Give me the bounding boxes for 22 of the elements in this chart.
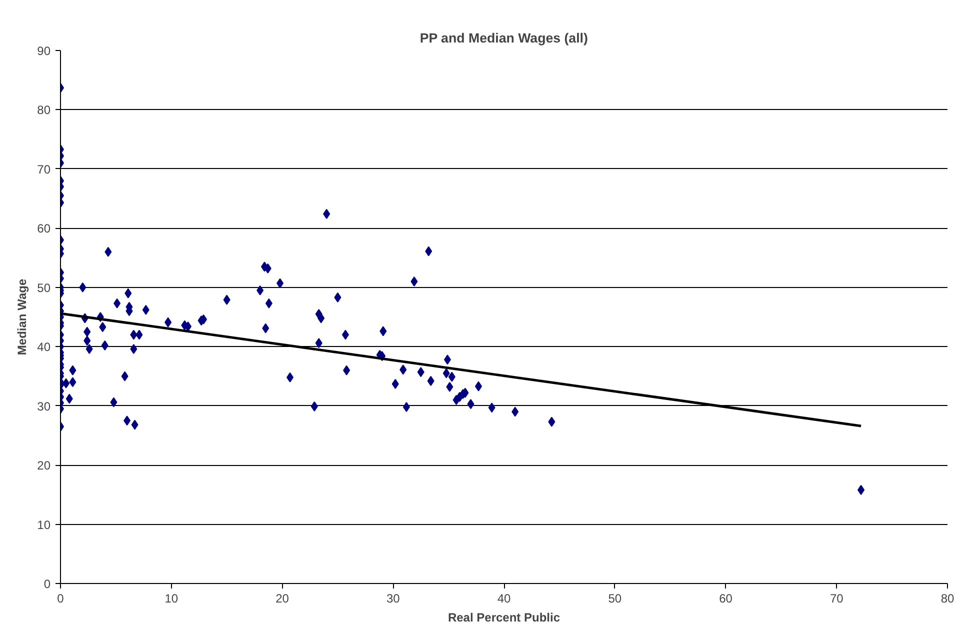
y-tick-label: 30: [37, 399, 51, 414]
x-tick-label: 40: [497, 592, 511, 606]
chart-title: PP and Median Wages (all): [420, 30, 588, 46]
x-tick-label: 70: [830, 592, 844, 606]
y-tick-label: 40: [37, 340, 51, 354]
x-tick-label: 60: [719, 592, 733, 606]
x-tick-label: 0: [57, 592, 64, 606]
x-tick-label: 30: [386, 592, 400, 606]
x-tick-label: 10: [164, 592, 178, 606]
y-tick-label: 60: [37, 222, 51, 236]
y-tick-label: 90: [37, 44, 51, 58]
x-tick-label: 20: [276, 592, 290, 606]
y-tick-label: 20: [37, 458, 51, 473]
y-axis-title: Median Wage: [15, 278, 30, 356]
y-tick-label: 50: [37, 280, 51, 295]
y-tick-label: 70: [37, 162, 51, 176]
x-tick-label: 50: [608, 592, 622, 606]
y-tick-label: 10: [37, 518, 51, 532]
y-tick-label: 80: [37, 103, 51, 118]
y-tick-label: 0: [44, 577, 51, 591]
x-axis-title: Real Percent Public: [448, 610, 560, 624]
x-tick-label: 80: [940, 592, 954, 606]
